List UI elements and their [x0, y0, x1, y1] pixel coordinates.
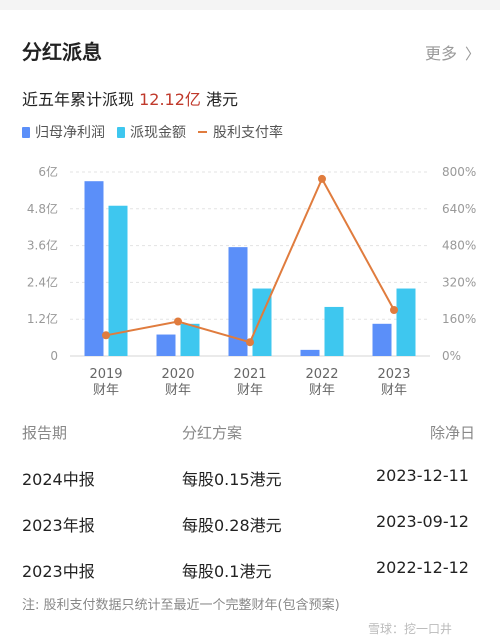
x-tick-label: 财年	[309, 383, 335, 398]
legend-swatch-payout-ratio	[198, 131, 207, 133]
legend-label-net-profit: 归母净利润	[35, 125, 105, 141]
x-tick-label: 财年	[165, 383, 191, 398]
summary-suffix: 港元	[206, 90, 239, 109]
point-payout-ratio	[102, 331, 110, 340]
watermark: 雪球：挖一口井	[368, 622, 453, 636]
dividend-chart: 0 0% 1.2亿 160% 2.4亿 320% 3.6亿 480% 4.8亿 640% 6亿 800…	[27, 164, 476, 398]
y2-tick-label: 160%	[442, 312, 476, 326]
summary-amount: 12.12亿	[139, 90, 201, 109]
x-tick-label: 2023	[377, 367, 410, 382]
section-title: 分红派息	[22, 40, 102, 64]
bar-net-profit	[84, 181, 104, 356]
table-row-plan: 每股0.28港元	[182, 516, 282, 535]
point-payout-ratio	[390, 306, 398, 314]
dividend-summary: 近五年累计派现 12.12亿 港元	[22, 86, 238, 110]
y-tick-label: 6亿	[38, 164, 58, 179]
footnote: 注: 股利支付数据只统计至最近一个完整财年(包含预案)	[22, 598, 340, 613]
bar-dividend	[180, 323, 200, 356]
bar-dividend	[324, 306, 344, 356]
y-tick-label: 0	[50, 349, 58, 363]
x-tick-label: 2021	[233, 367, 266, 382]
table-row-plan: 每股0.15港元	[182, 470, 282, 489]
y2-tick-label: 800%	[442, 165, 476, 179]
more-link[interactable]: 更多〉	[425, 40, 480, 64]
y-tick-label: 2.4亿	[27, 274, 58, 289]
table-row-exdate: 2023-12-11	[376, 466, 469, 485]
point-payout-ratio	[246, 338, 254, 347]
table-row-plan: 每股0.1港元	[182, 562, 272, 581]
x-tick-label: 财年	[381, 383, 407, 398]
x-tick-label: 财年	[237, 383, 263, 398]
bar-net-profit	[156, 334, 176, 356]
point-payout-ratio	[174, 317, 182, 326]
legend-label-dividend: 派现金额	[130, 125, 186, 141]
summary-prefix: 近五年累计派现	[22, 90, 135, 109]
point-payout-ratio	[318, 174, 326, 183]
legend-item-dividend[interactable]: 派现金额	[117, 122, 186, 142]
legend-swatch-net-profit	[22, 126, 30, 138]
bar-net-profit	[228, 247, 248, 356]
bar-net-profit	[300, 349, 320, 356]
line-payout-ratio	[105, 176, 395, 344]
more-label: 更多	[424, 44, 457, 63]
y-tick-label: 3.6亿	[27, 238, 58, 253]
table-row-exdate: 2023-09-12	[376, 512, 469, 531]
legend-swatch-dividend	[117, 126, 125, 138]
chevron-right-icon: 〉	[464, 45, 480, 63]
table-row-exdate: 2022-12-12	[376, 558, 469, 577]
chart-legend: 归母净利润 派现金额 股利支付率	[22, 122, 295, 142]
bar-net-profit	[372, 323, 392, 356]
y2-tick-label: 640%	[442, 202, 476, 216]
table-header-plan: 分红方案	[182, 424, 243, 442]
table-row-period: 2024中报	[22, 470, 95, 489]
top-divider	[0, 0, 500, 10]
x-tick-label: 2019	[89, 367, 122, 382]
table-header-period: 报告期	[22, 424, 68, 442]
x-tick-label: 2022	[305, 367, 338, 382]
table-row-period: 2023年报	[22, 516, 95, 535]
y2-tick-label: 320%	[442, 275, 476, 289]
x-tick-label: 2020	[161, 367, 194, 382]
table-row-period: 2023中报	[22, 562, 95, 581]
table-header-exdate: 除净日	[430, 424, 476, 442]
y2-tick-label: 0%	[442, 349, 461, 363]
y-tick-label: 1.2亿	[27, 311, 58, 326]
y2-tick-label: 480%	[442, 239, 476, 253]
legend-item-payout-ratio[interactable]: 股利支付率	[198, 122, 283, 142]
bar-dividend	[396, 288, 416, 356]
x-tick-label: 财年	[93, 383, 119, 398]
legend-item-net-profit[interactable]: 归母净利润	[22, 122, 105, 142]
y-tick-label: 4.8亿	[27, 201, 58, 216]
bar-dividend	[108, 205, 128, 356]
legend-label-payout-ratio: 股利支付率	[213, 125, 283, 141]
